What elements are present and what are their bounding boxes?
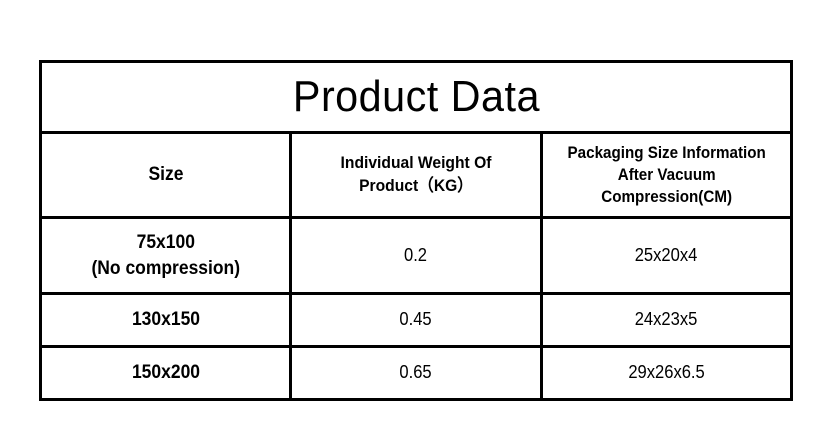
cell-size-value: 130x150 bbox=[131, 309, 200, 331]
column-header-size-label: Size bbox=[148, 164, 184, 186]
cell-size: 150x200 bbox=[38, 345, 293, 401]
cell-size-value: 150x200 bbox=[131, 362, 200, 384]
cell-size: 130x150 bbox=[38, 292, 293, 348]
column-header-packaging-label: Packaging Size Information After Vacuum … bbox=[567, 143, 766, 207]
column-header-weight-label: Individual Weight Of Product（KG） bbox=[340, 153, 492, 195]
table-row: 130x150 0.45 24x23x5 bbox=[38, 292, 794, 348]
table-header-row: Size Individual Weight Of Product（KG） Pa… bbox=[38, 131, 794, 219]
cell-size-value: 75x100 (No compression) bbox=[91, 231, 240, 279]
cell-weight: 0.65 bbox=[289, 345, 543, 401]
table-title-cell: Product Data bbox=[39, 60, 793, 134]
cell-packaging: 25x20x4 bbox=[539, 216, 794, 295]
cell-packaging-value: 25x20x4 bbox=[635, 244, 698, 265]
cell-packaging: 24x23x5 bbox=[539, 292, 794, 348]
product-data-table: Product Data Size Individual Weight Of P… bbox=[38, 60, 794, 401]
cell-packaging: 29x26x6.5 bbox=[539, 345, 794, 401]
cell-weight: 0.45 bbox=[289, 292, 543, 348]
cell-weight-value: 0.2 bbox=[404, 244, 428, 265]
table-title-row: Product Data bbox=[39, 60, 793, 134]
cell-packaging-value: 24x23x5 bbox=[635, 309, 698, 330]
table-row: 75x100 (No compression) 0.2 25x20x4 bbox=[38, 216, 794, 295]
column-header-size: Size bbox=[38, 131, 293, 219]
cell-weight-value: 0.65 bbox=[399, 362, 433, 383]
table-row: 150x200 0.65 29x26x6.5 bbox=[38, 345, 794, 401]
cell-size: 75x100 (No compression) bbox=[38, 216, 293, 295]
cell-weight: 0.2 bbox=[289, 216, 543, 295]
page-title: Product Data bbox=[292, 72, 540, 121]
column-header-packaging: Packaging Size Information After Vacuum … bbox=[539, 131, 794, 219]
cell-weight-value: 0.45 bbox=[399, 309, 433, 330]
cell-packaging-value: 29x26x6.5 bbox=[628, 362, 705, 383]
column-header-weight: Individual Weight Of Product（KG） bbox=[289, 131, 543, 219]
